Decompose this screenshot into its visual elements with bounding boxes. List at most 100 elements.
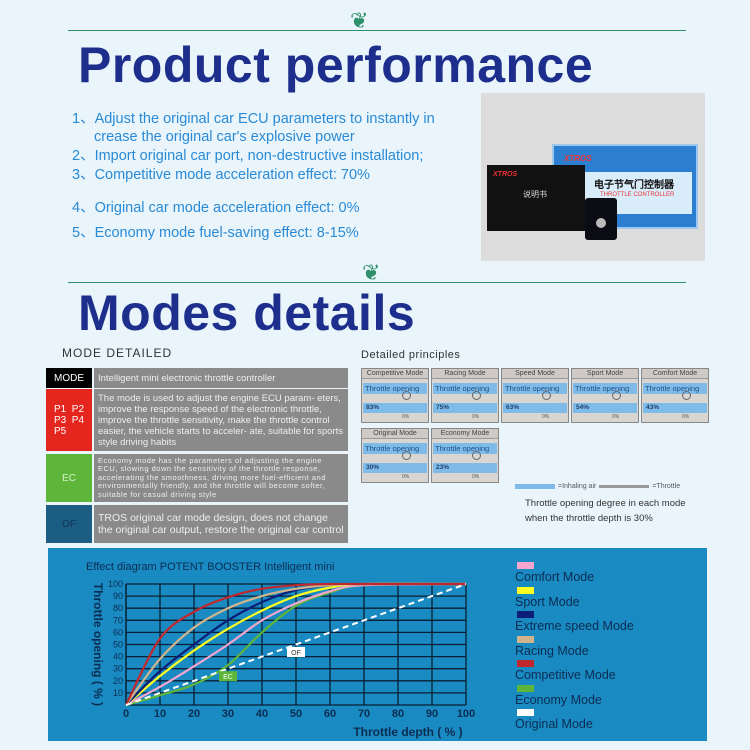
feature-4: 4、Original car mode acceleration effect:… [72,200,360,216]
panel-percentage: 30% [363,463,427,473]
air-legend-label: =Inhaling air [558,483,597,490]
manual-brand: XTROS [493,171,518,178]
y-tick-label: 70 [113,615,123,625]
x-axis-label: Throttle depth ( % ) [353,725,462,739]
mode-tag: OF [46,505,92,543]
legend-label: Economy Mode [515,692,602,707]
principle-panel: Competitive Mode Throttle opening 83% 0% [361,368,429,423]
throttle-legend-label: =Throttle [652,483,681,490]
principles-title: Detailed principles [361,349,461,361]
panel-depth: 0% [542,414,550,420]
feature-3: 3、Competitive mode acceleration effect: … [72,167,370,183]
x-tick-label: 40 [256,708,268,720]
divider-top [68,30,686,31]
mode-description: Intelligent mini electronic throttle con… [94,368,348,388]
y-tick-label: 60 [113,627,123,637]
throttle-valve-icon [682,391,691,400]
annotation-label: OF [291,650,301,657]
principle-panel: Sport Mode Throttle opening 54% 0% [571,368,639,423]
principle-panel: Speed Mode Throttle opening 63% 0% [501,368,569,423]
legend-swatch [517,635,534,643]
x-tick-label: 70 [358,708,370,720]
mode-tag: EC [46,454,92,502]
ornament-middle: ❦ [362,260,381,285]
mode-row: P1 P2 P3 P4 P5 The mode is used to adjust… [46,389,348,451]
panel-percentage: 83% [363,403,427,413]
panel-mode-name: Speed Mode [502,369,568,379]
manual: XTROS 说明书 [487,165,585,231]
feature-5: 5、Economy mode fuel-saving effect: 8-15% [72,225,359,241]
x-tick-label: 50 [290,708,302,720]
panel-mode-name: Sport Mode [572,369,638,379]
page-title-performance: Product performance [78,37,594,93]
chart-title: Effect diagram POTENT BOOSTER Intelligen… [86,561,335,573]
panel-percentage: 23% [433,463,497,473]
product-photo: XTROS 电子节气门控制器 THROTTLE CONTROLLER XTROS… [481,93,705,261]
y-tick-label: 30 [113,664,123,674]
mode-tag: MODE [46,368,92,388]
box-label-en: THROTTLE CONTROLLER [600,192,675,198]
panel-opening-label: Throttle opening [363,443,427,454]
feature-1: 1、Adjust the original car ECU parameters… [72,111,435,127]
mode-row: MODE Intelligent mini electronic throttle… [46,368,348,388]
manual-label: 说明书 [523,190,547,199]
principle-panel: Racing Mode Throttle opening 75% 0% [431,368,499,423]
throttle-valve-icon [612,391,621,400]
box-brand: XTROS [564,154,592,163]
ornament-top: ❦ [350,8,369,33]
throttle-swatch [599,485,650,488]
y-tick-label: 80 [113,603,123,613]
panel-mode-name: Competitive Mode [362,369,428,379]
mode-description: Economy mode has the parameters of adjus… [94,454,348,502]
y-axis-label: Throttle opening ( % ) [91,583,105,706]
x-tick-label: 100 [457,708,475,720]
x-tick-label: 90 [426,708,438,720]
legend-swatch [517,660,534,667]
principle-panel: Comfort Mode Throttle opening 43% 0% [641,368,709,423]
panel-depth: 0% [472,414,480,420]
feature-1-cont: crease the original car's explosive powe… [94,129,355,145]
panel-mode-name: Comfort Mode [642,369,708,379]
throttle-valve-icon [402,451,411,460]
x-tick-label: 80 [392,708,404,720]
box-label-cn: 电子节气门控制器 [594,180,674,191]
mode-tag: P1 P2 P3 P4 P5 [46,389,92,451]
panel-depth: 0% [402,474,410,480]
mode-row: OF TROS original car mode design, does no… [46,505,348,543]
x-tick-label: 10 [154,708,166,720]
x-tick-label: 60 [324,708,336,720]
panel-mode-name: Racing Mode [432,369,498,379]
series-line-comfort-mode [125,582,467,706]
feature-2: 2、Import original car port, non-destruct… [72,148,424,164]
annotation-box [287,646,305,657]
mode-description: The mode is used to adjust the engine EC… [94,389,348,451]
panel-depth: 0% [472,474,480,480]
panel-opening-label: Throttle opening [433,443,497,454]
legend-swatch [517,586,534,594]
legend-label: Competitive Mode [515,668,616,682]
page-title-modes: Modes details [78,285,416,341]
panel-mode-name: Economy Mode [432,429,498,439]
annotation-box [219,671,237,682]
throttle-valve-icon [472,451,481,460]
y-tick-label: 40 [113,652,123,662]
mode-table-title: MODE DETAILED [62,346,173,360]
series-line-competitive-mode [125,582,466,706]
legend-label: Original Mode [515,717,593,731]
annotation-label: EC [223,674,233,681]
panel-opening-label: Throttle opening [363,383,427,394]
air-swatch [515,484,555,489]
legend-label: Sport Mode [515,594,580,609]
panel-depth: 0% [682,414,690,420]
principle-panel: Original Mode Throttle opening 30% 0% [361,428,429,483]
y-tick-label: 90 [113,591,123,601]
panel-mode-name: Original Mode [362,429,428,439]
throttle-valve-icon [542,391,551,400]
legend-swatch [517,684,534,692]
legend-label: Comfort Mode [515,570,595,584]
legend-label: Racing Mode [515,643,589,658]
principles-note-1: Throttle opening degree in each mode [525,498,686,509]
legend-label: Extreme speed Mode [515,619,634,633]
series-line-original-mode [125,583,467,706]
panel-percentage: 75% [433,403,497,413]
